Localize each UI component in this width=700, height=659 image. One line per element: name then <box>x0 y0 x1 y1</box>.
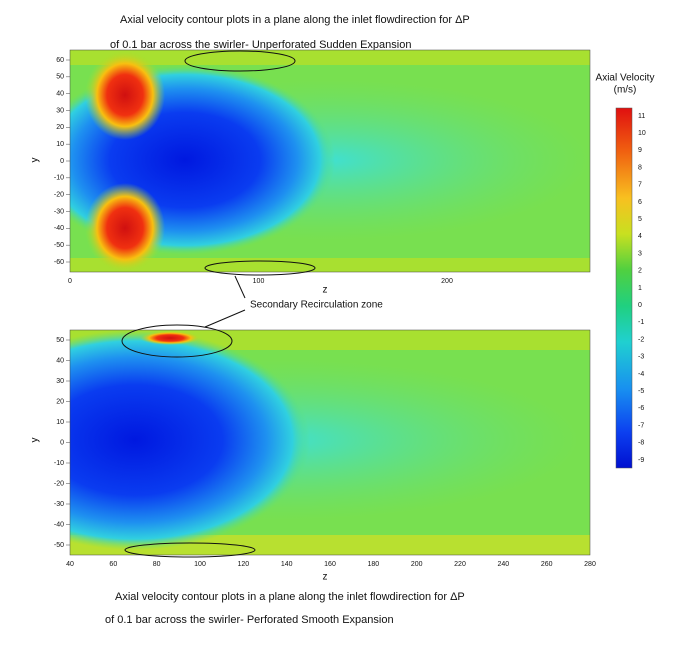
y-tick-label: 20 <box>56 398 64 405</box>
y-tick-label: -10 <box>54 175 64 182</box>
colorbar-label: 2 <box>638 268 642 275</box>
x-tick-label: 120 <box>237 561 249 568</box>
x-tick-label: 220 <box>454 561 466 568</box>
x-tick-label: 200 <box>411 561 423 568</box>
y-tick-label: 30 <box>56 107 64 114</box>
x-tick-label: 180 <box>367 561 379 568</box>
top-caption: Axial velocity contour plots in a plane … <box>120 14 470 26</box>
colorbar-label: 8 <box>638 164 642 171</box>
y-tick-label: 10 <box>56 141 64 148</box>
y-tick-label: -50 <box>54 542 64 549</box>
y-tick-label: -40 <box>54 521 64 528</box>
y-tick-label: -50 <box>54 242 64 249</box>
colorbar-label: -5 <box>638 388 644 395</box>
y-axis-label: y <box>30 158 41 163</box>
y-tick-label: 0 <box>60 158 64 165</box>
y-tick-label: 40 <box>56 357 64 364</box>
colorbar-label: 5 <box>638 216 642 223</box>
colorbar-label: 11 <box>638 113 645 120</box>
annotation: Secondary Recirculation zone <box>250 300 383 311</box>
y-tick-label: 50 <box>56 337 64 344</box>
annotation-ellipses <box>121 50 316 558</box>
y-tick-label: 60 <box>56 57 64 64</box>
bottom-caption: of 0.1 bar across the swirler- Perforate… <box>105 614 394 626</box>
x-axis-label: z <box>323 572 328 583</box>
colorbar-label: 4 <box>638 233 642 240</box>
colorbar-label: -1 <box>638 319 644 326</box>
x-tick-label: 200 <box>441 278 453 285</box>
colorbar-title: (m/s) <box>614 85 637 96</box>
y-axis-label: y <box>30 438 41 443</box>
y-tick-label: 10 <box>56 419 64 426</box>
y-tick-label: 30 <box>56 378 64 385</box>
bottom-caption: Axial velocity contour plots in a plane … <box>115 591 465 603</box>
x-tick-label: 240 <box>497 561 509 568</box>
x-tick-label: 280 <box>584 561 596 568</box>
colorbar-label: -4 <box>638 371 644 378</box>
colorbar-label: 9 <box>638 147 642 154</box>
x-axis-label: z <box>323 285 328 296</box>
x-tick-label: 60 <box>109 561 117 568</box>
y-tick-label: 0 <box>60 439 64 446</box>
y-tick-label: -60 <box>54 259 64 266</box>
colorbar-title: Axial Velocity <box>596 73 655 84</box>
y-tick-label: -10 <box>54 460 64 467</box>
colorbar-label: 10 <box>638 130 646 137</box>
y-tick-label: -40 <box>54 225 64 232</box>
x-tick-label: 160 <box>324 561 336 568</box>
colorbar-label: 3 <box>638 250 642 257</box>
top-caption: of 0.1 bar across the swirler- Unperfora… <box>110 39 411 51</box>
x-tick-label: 0 <box>68 278 72 285</box>
y-tick-label: 20 <box>56 124 64 131</box>
colorbar <box>615 107 633 469</box>
colorbar-label: -7 <box>638 422 644 429</box>
x-tick-label: 140 <box>281 561 293 568</box>
x-tick-label: 80 <box>153 561 161 568</box>
top-contour <box>70 50 590 272</box>
y-tick-label: -30 <box>54 501 64 508</box>
bottom-contour <box>70 330 590 555</box>
y-tick-label: -20 <box>54 192 64 199</box>
y-tick-label: -20 <box>54 480 64 487</box>
colorbar-label: -2 <box>638 336 644 343</box>
y-tick-label: 50 <box>56 74 64 81</box>
colorbar-label: -8 <box>638 440 644 447</box>
colorbar-label: 7 <box>638 182 642 189</box>
x-tick-label: 100 <box>194 561 206 568</box>
x-tick-label: 40 <box>66 561 74 568</box>
y-tick-label: 40 <box>56 91 64 98</box>
colorbar-label: 6 <box>638 199 642 206</box>
y-tick-label: -30 <box>54 208 64 215</box>
colorbar-label: -3 <box>638 354 644 361</box>
colorbar-label: 1 <box>638 285 642 292</box>
x-tick-label: 100 <box>253 278 265 285</box>
colorbar-label: -9 <box>638 457 644 464</box>
colorbar-label: 0 <box>638 302 642 309</box>
colorbar-label: -6 <box>638 405 644 412</box>
x-tick-label: 260 <box>541 561 553 568</box>
